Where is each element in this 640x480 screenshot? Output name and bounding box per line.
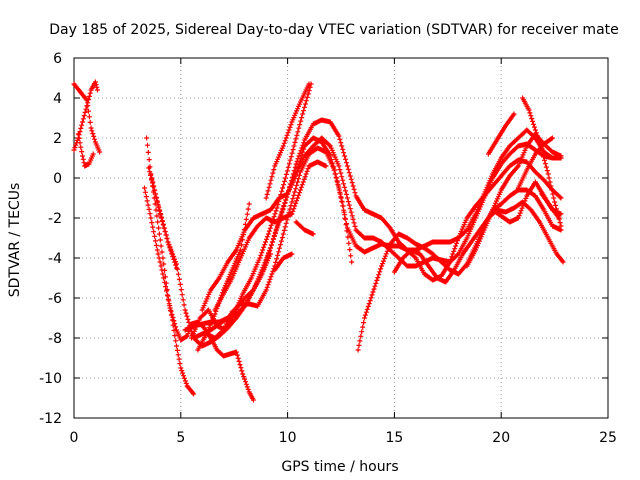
x-tick-label: 20	[492, 430, 510, 446]
x-axis-label: GPS time / hours	[281, 459, 398, 475]
data-marks	[71, 79, 566, 403]
data-point-markers	[263, 81, 312, 201]
data-point-markers	[71, 79, 100, 153]
x-tick-label: 0	[70, 430, 79, 446]
data-point-markers	[189, 81, 314, 341]
y-tick-label: -6	[48, 291, 62, 307]
data-point-markers	[144, 135, 197, 397]
y-tick-label: -10	[39, 371, 62, 387]
data-series-20	[464, 131, 564, 269]
data-point-markers	[539, 191, 562, 221]
y-tick-label: -8	[48, 331, 62, 347]
data-point-markers	[272, 251, 295, 273]
y-tick-label: 2	[53, 131, 62, 147]
data-series-25	[539, 191, 562, 221]
data-point-markers	[75, 131, 96, 169]
y-tick-label: -12	[39, 411, 62, 427]
x-tick-label: 25	[599, 430, 617, 446]
data-series-7	[148, 171, 179, 271]
y-tick-label: 4	[53, 91, 62, 107]
data-series-15	[263, 81, 312, 201]
y-tick-label: -2	[48, 211, 62, 227]
data-series-11	[189, 81, 314, 341]
data-series-5	[144, 135, 197, 397]
data-point-markers	[212, 159, 329, 313]
y-tick-label: 0	[53, 171, 62, 187]
data-point-markers	[293, 219, 316, 237]
data-point-markers	[195, 201, 252, 353]
data-series-10	[203, 145, 355, 341]
x-tick-label: 10	[279, 430, 297, 446]
data-series-16	[272, 251, 295, 273]
chart-title: Day 185 of 2025, Sidereal Day-to-day VTE…	[49, 22, 619, 38]
x-tick-label: 15	[385, 430, 403, 446]
data-series-2	[71, 79, 100, 153]
data-series-1	[71, 81, 103, 155]
y-tick-label: -4	[48, 251, 62, 267]
data-point-markers	[148, 171, 179, 271]
data-point-markers	[203, 145, 355, 341]
x-tick-label: 5	[176, 430, 185, 446]
data-series-13	[212, 159, 329, 313]
data-series-3	[75, 131, 96, 169]
y-tick-label: 6	[53, 51, 62, 67]
data-series-14	[195, 201, 252, 353]
plot-frame	[73, 57, 609, 419]
data-series-17	[293, 219, 316, 237]
axis-ticks: 0 5 10 15 20 25 -12 -10 -8 -6 -4 -2 0 2 4 6	[39, 51, 617, 446]
data-point-markers	[71, 81, 103, 155]
y-axis-label: SDTVAR / TECUs	[7, 183, 23, 298]
data-point-markers	[464, 131, 564, 269]
data-point-markers	[485, 111, 517, 157]
data-series-22	[485, 111, 517, 157]
